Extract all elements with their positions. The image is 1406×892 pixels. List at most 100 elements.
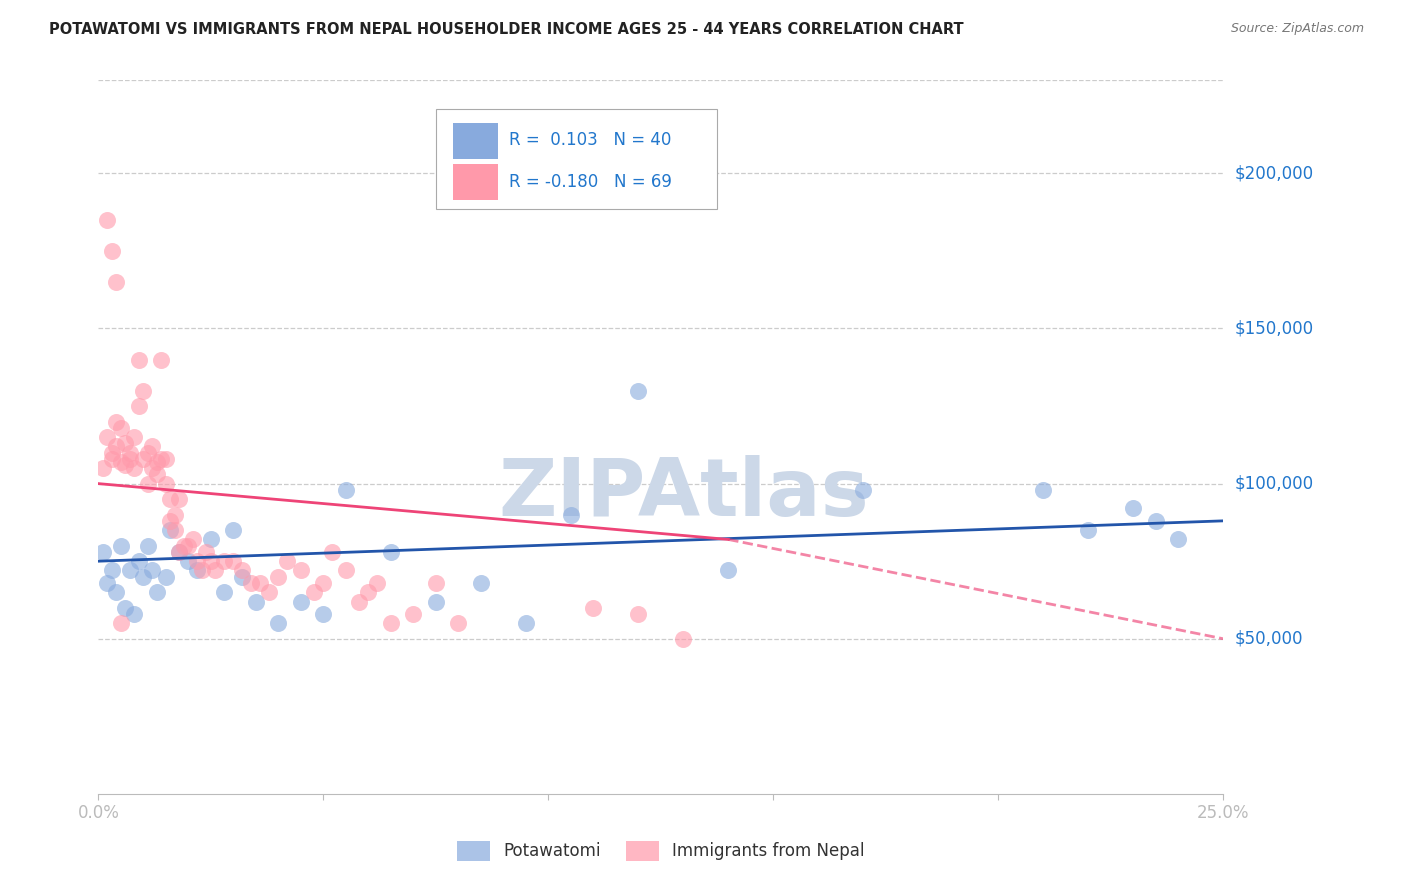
Point (101, 451, 124, 466)
Point (114, 458, 136, 472)
Point (515, 616, 537, 631)
Text: R = -0.180   N = 69: R = -0.180 N = 69 (509, 173, 672, 191)
Point (136, 476, 159, 491)
Point (128, 399, 150, 413)
Point (132, 384, 155, 398)
Point (136, 445, 159, 459)
Point (114, 600, 136, 615)
Point (150, 352, 173, 367)
Point (155, 476, 177, 491)
Text: POTAWATOMI VS IMMIGRANTS FROM NEPAL HOUSEHOLDER INCOME AGES 25 - 44 YEARS CORREL: POTAWATOMI VS IMMIGRANTS FROM NEPAL HOUS… (49, 22, 965, 37)
Point (141, 439, 163, 453)
Point (96, 213, 118, 227)
Point (110, 455, 132, 469)
Point (118, 564, 141, 578)
Point (380, 616, 402, 631)
Point (627, 384, 650, 398)
Point (177, 539, 200, 553)
Point (169, 492, 191, 507)
Point (163, 508, 186, 522)
Point (290, 594, 312, 608)
Point (110, 539, 132, 553)
Point (200, 533, 222, 547)
Point (312, 575, 335, 590)
Point (110, 421, 132, 435)
Point (128, 352, 150, 367)
Point (181, 533, 204, 547)
Point (195, 545, 218, 559)
Point (357, 585, 380, 599)
Point (447, 616, 470, 631)
Point (380, 545, 402, 559)
Point (101, 564, 124, 578)
Point (214, 554, 236, 568)
Point (136, 539, 159, 553)
Point (177, 554, 200, 568)
Text: $100,000: $100,000 (1234, 475, 1313, 492)
Point (155, 570, 177, 584)
Point (173, 539, 195, 553)
Point (118, 445, 141, 459)
Point (349, 594, 371, 608)
Point (1032, 483, 1054, 497)
Point (222, 523, 245, 537)
Point (150, 451, 173, 466)
Point (91, 545, 114, 559)
Point (141, 564, 163, 578)
Point (155, 451, 177, 466)
Point (96, 430, 118, 444)
Point (304, 585, 326, 599)
Text: $200,000: $200,000 (1234, 164, 1313, 182)
Point (402, 607, 425, 621)
Point (132, 570, 155, 584)
Point (259, 585, 281, 599)
Point (163, 523, 186, 537)
Point (470, 575, 492, 590)
Point (141, 461, 163, 475)
Point (159, 523, 181, 537)
Point (169, 545, 191, 559)
Bar (453, 164, 498, 200)
Legend: Potawatomi, Immigrants from Nepal: Potawatomi, Immigrants from Nepal (450, 834, 872, 868)
Point (335, 483, 357, 497)
Text: $50,000: $50,000 (1234, 630, 1303, 648)
Point (852, 483, 875, 497)
Point (191, 564, 214, 578)
Point (114, 436, 136, 450)
Point (146, 467, 169, 482)
Point (169, 545, 191, 559)
Point (124, 607, 146, 621)
Point (105, 415, 128, 429)
Point (672, 632, 695, 646)
Point (582, 600, 605, 615)
Point (214, 585, 236, 599)
Point (146, 585, 169, 599)
Point (118, 451, 141, 466)
Point (91, 461, 114, 475)
Point (105, 585, 128, 599)
Point (231, 570, 253, 584)
Bar (453, 123, 498, 159)
Point (222, 554, 245, 568)
Point (124, 461, 146, 475)
Point (204, 564, 226, 578)
Point (1077, 523, 1099, 537)
Point (132, 451, 155, 466)
Point (366, 575, 388, 590)
Point (231, 564, 253, 578)
Point (105, 275, 128, 289)
Point (110, 616, 132, 631)
Point (200, 554, 222, 568)
Point (276, 554, 298, 568)
Point (321, 545, 343, 559)
Point (96, 575, 118, 590)
Point (560, 508, 582, 522)
Point (101, 244, 124, 258)
Point (101, 445, 124, 459)
Point (124, 430, 146, 444)
Point (105, 439, 128, 453)
Point (1167, 533, 1189, 547)
Point (717, 564, 740, 578)
Point (267, 616, 290, 631)
Point (146, 455, 169, 469)
